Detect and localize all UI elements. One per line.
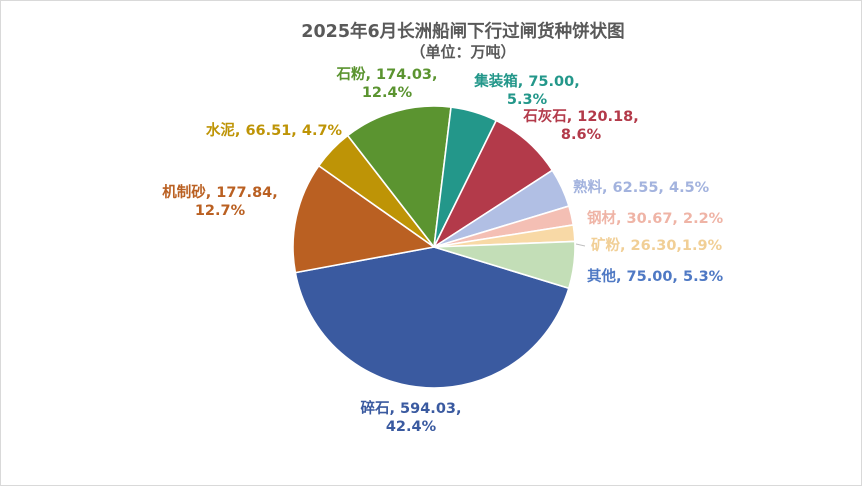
slice-label-line1-8: 矿粉, 26.30,1.9% (591, 236, 723, 254)
leader-lines (575, 243, 586, 247)
slice-label-line1-2: 水泥, 66.51, 4.7% (206, 121, 343, 139)
slice-label-8: 矿粉, 26.30,1.9% (591, 236, 723, 254)
slice-label-0: 碎石, 594.03, 42.4% (360, 399, 461, 435)
slice-label-line1-3: 石粉, 174.03, (335, 65, 437, 83)
leader-line-8 (575, 243, 586, 247)
slice-label-4: 集装箱, 75.00, 5.3% (473, 72, 579, 108)
chart-title: 2025年6月长洲船闸下行过闸货种饼状图 (301, 21, 624, 42)
slice-label-line2-0: 42.4% (386, 419, 437, 435)
pie-slice-0 (294, 246, 570, 389)
slice-label-line2-1: 12.7% (195, 203, 246, 219)
slice-label-5: 石灰石, 120.18, 8.6% (522, 107, 639, 143)
slice-label-line1-4: 集装箱, 75.00, (473, 72, 579, 90)
slice-label-3: 石粉, 174.03, 12.4% (335, 65, 437, 101)
slice-label-7: 钢材, 30.67, 2.2% (587, 209, 724, 227)
slice-label-1: 机制砂, 177.84, 12.7% (162, 183, 278, 219)
slice-label-line1-9: 其他, 75.00, 5.3% (587, 267, 724, 285)
slice-label-6: 熟料, 62.55, 4.5% (573, 178, 710, 196)
slice-label-line2-3: 12.4% (362, 85, 413, 101)
slice-label-line1-0: 碎石, 594.03, (360, 399, 461, 417)
slice-label-line1-5: 石灰石, 120.18, (522, 107, 639, 125)
pie-slices (292, 105, 576, 389)
chart-subtitle: （单位：万吨） (410, 43, 515, 61)
slice-label-9: 其他, 75.00, 5.3% (587, 267, 724, 285)
slice-label-line2-4: 5.3% (507, 92, 548, 108)
slice-label-line2-5: 8.6% (561, 127, 602, 143)
slice-label-line1-7: 钢材, 30.67, 2.2% (587, 209, 724, 227)
pie-slice-9 (433, 240, 576, 290)
slice-label-line1-6: 熟料, 62.55, 4.5% (573, 178, 710, 196)
pie-slice-3 (346, 105, 452, 248)
pie-slice-1 (292, 164, 435, 274)
slice-label-line1-1: 机制砂, 177.84, (162, 183, 278, 201)
slice-labels: 碎石, 594.03, 42.4% 机制砂, 177.84, 12.7% 水泥, 66.… (162, 65, 723, 435)
slice-label-2: 水泥, 66.51, 4.7% (206, 121, 343, 139)
